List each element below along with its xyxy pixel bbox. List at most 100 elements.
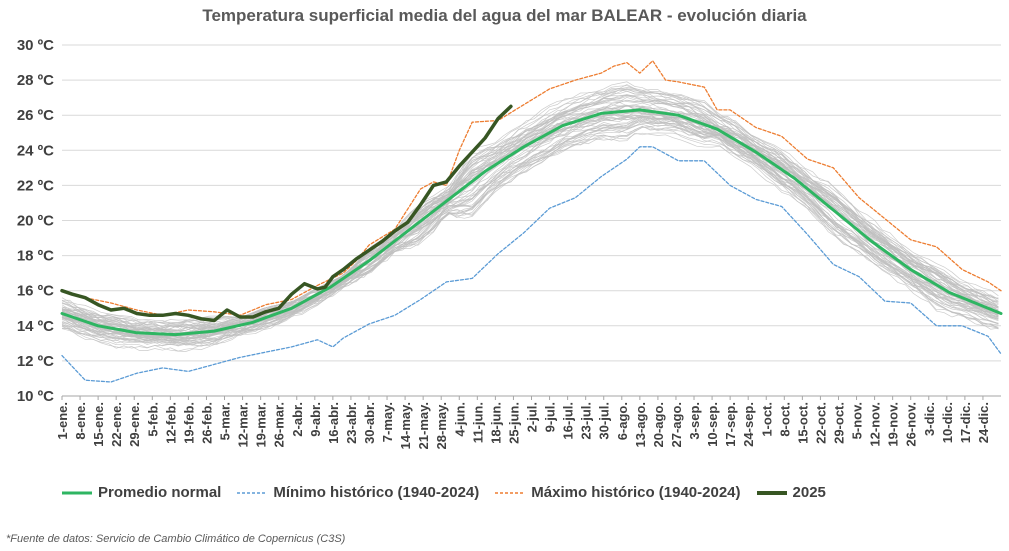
x-tick-label: 30-jul.	[597, 402, 612, 440]
x-tick-label: 23-abr.	[344, 402, 359, 444]
background-year-line	[61, 113, 999, 340]
y-tick-label: 26 ºC	[17, 107, 54, 124]
x-tick-label: 12-nov.	[868, 402, 883, 447]
x-tick-label: 1-oct.	[759, 402, 774, 437]
legend-label: Promedio normal	[98, 484, 222, 501]
series-2025	[60, 104, 513, 323]
legend-item-2025[interactable]: 2025	[756, 484, 826, 501]
x-tick-label: 26-feb.	[199, 402, 214, 444]
y-tick-label: 16 ºC	[17, 283, 54, 300]
x-tick-label: 19-mar.	[254, 402, 269, 448]
x-tick-label: 8-ene.	[73, 402, 88, 440]
x-tick-label: 5-feb.	[145, 402, 160, 437]
background-year-line	[61, 88, 999, 327]
background-year-line	[61, 105, 999, 331]
x-tick-label: 3-dic.	[922, 402, 937, 436]
grid-layer	[61, 44, 1001, 400]
background-year-line	[62, 126, 999, 340]
legend-label: 2025	[792, 484, 826, 501]
x-tick-label: 22-oct.	[813, 402, 828, 444]
series-minimo-historico	[61, 146, 1002, 383]
x-tick-label: 12-mar.	[236, 402, 251, 448]
x-tick-label: 15-oct.	[795, 402, 810, 444]
background-year-line	[61, 84, 999, 329]
x-tick-label: 29-oct.	[831, 402, 846, 444]
x-axis-ticks: 1-ene. 8-ene. 15-ene. 22-ene. 29-ene. 5-feb. 1…	[55, 402, 991, 449]
y-axis-ticks: 10 ºC 12 ºC 14 ºC 16 ºC 18 ºC 20 ºC 22 ºC 24 ºC…	[17, 37, 54, 405]
x-tick-label: 24-dic.	[976, 402, 991, 443]
legend-swatch-minimo	[237, 491, 268, 494]
x-tick-label: 24-sep.	[741, 402, 756, 447]
x-tick-label: 5-nov.	[850, 402, 865, 439]
x-tick-label: 17-dic.	[958, 402, 973, 443]
background-year-line	[61, 89, 999, 333]
y-tick-label: 22 ºC	[17, 177, 54, 194]
x-tick-label: 7-may.	[380, 402, 395, 442]
background-year-line	[61, 89, 999, 323]
x-tick-label: 9-abr.	[308, 402, 323, 437]
series-layer	[60, 60, 1003, 383]
x-tick-label: 6-ago.	[615, 402, 630, 440]
x-tick-label: 23-jul.	[579, 402, 594, 440]
x-tick-label: 3-sep.	[687, 402, 702, 440]
y-tick-label: 30 ºC	[17, 37, 54, 54]
x-tick-label: 5-mar.	[218, 402, 233, 440]
background-year-line	[61, 87, 999, 333]
y-tick-label: 24 ºC	[17, 142, 54, 159]
y-tick-label: 14 ºC	[17, 318, 54, 335]
x-tick-label: 4-jun.	[452, 402, 467, 437]
chart-plot: 10 ºC 12 ºC 14 ºC 16 ºC 18 ºC 20 ºC 22 ºC 24 ºC…	[17, 37, 1003, 449]
x-tick-label: 16-jul.	[561, 402, 576, 440]
background-year-line	[61, 117, 999, 344]
background-year-line	[61, 121, 999, 352]
background-year-line	[61, 85, 999, 331]
x-tick-label: 9-jul.	[543, 402, 558, 432]
x-tick-label: 11-jun.	[470, 402, 485, 443]
legend-swatch-2025	[756, 490, 787, 495]
background-years-layer	[61, 81, 999, 352]
x-tick-label: 18-jun.	[488, 402, 503, 444]
x-tick-label: 10-sep.	[705, 402, 720, 447]
x-tick-label: 2-abr.	[290, 402, 305, 437]
x-tick-label: 26-mar.	[272, 402, 287, 448]
x-tick-label: 30-abr.	[362, 402, 377, 444]
x-tick-label: 21-may.	[416, 402, 431, 449]
x-tick-label: 22-ene.	[109, 402, 124, 447]
background-year-line	[61, 95, 999, 332]
series-promedio-normal	[60, 108, 1003, 337]
legend: Promedio normal Mínimo histórico (1940-2…	[62, 484, 962, 501]
x-tick-label: 19-feb.	[181, 402, 196, 444]
legend-item-minimo[interactable]: Mínimo histórico (1940-2024)	[237, 484, 479, 501]
legend-swatch-promedio	[62, 491, 92, 494]
source-note: *Fuente de datos: Servicio de Cambio Cli…	[6, 533, 346, 545]
x-tick-label: 14-may.	[398, 402, 413, 449]
chart-title: Temperatura superficial media del agua d…	[202, 6, 807, 25]
x-tick-label: 15-ene.	[91, 402, 106, 447]
y-tick-label: 18 ºC	[17, 248, 54, 265]
background-year-line	[61, 125, 999, 340]
legend-item-maximo[interactable]: Máximo histórico (1940-2024)	[495, 484, 741, 501]
legend-label: Máximo histórico (1940-2024)	[531, 484, 741, 501]
x-tick-label: 19-nov.	[886, 402, 901, 447]
x-tick-label: 1-ene.	[55, 402, 70, 440]
legend-item-promedio[interactable]: Promedio normal	[62, 484, 221, 501]
background-year-line	[61, 117, 999, 346]
x-tick-label: 13-ago.	[633, 402, 648, 448]
series-maximo-historico	[61, 60, 1002, 316]
y-tick-label: 10 ºC	[17, 388, 54, 405]
background-year-line	[61, 105, 999, 332]
y-tick-label: 12 ºC	[17, 353, 54, 370]
x-tick-label: 16-abr.	[326, 402, 341, 444]
y-tick-label: 28 ºC	[17, 72, 54, 89]
y-tick-label: 20 ºC	[17, 213, 54, 230]
x-tick-label: 17-sep.	[723, 402, 738, 447]
legend-swatch-maximo	[495, 491, 526, 494]
x-tick-label: 27-ago.	[669, 402, 684, 448]
x-tick-label: 25-jun.	[506, 402, 521, 444]
x-tick-label: 12-feb.	[163, 402, 178, 444]
x-tick-label: 10-dic.	[940, 402, 955, 443]
x-tick-label: 28-may.	[434, 402, 449, 449]
legend-label: Mínimo histórico (1940-2024)	[273, 484, 480, 501]
background-year-line	[61, 121, 999, 347]
x-tick-label: 20-ago.	[651, 402, 666, 448]
